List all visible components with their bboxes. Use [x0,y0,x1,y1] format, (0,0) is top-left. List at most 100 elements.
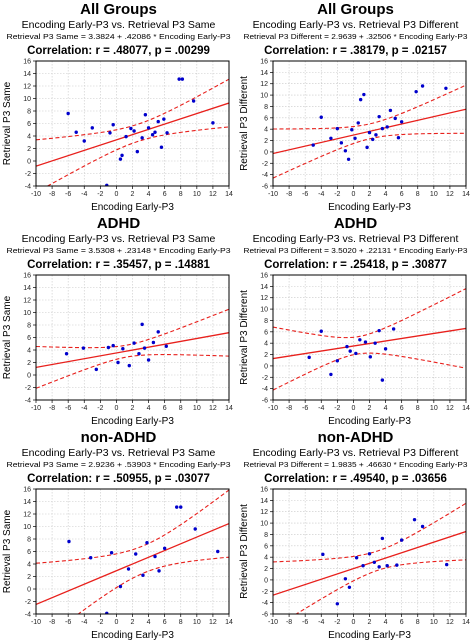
data-point [343,577,348,581]
correlation-label: Correlation: r = .49540, p = .03656 [264,473,447,485]
data-point [361,564,365,568]
confidence-band-lower [273,132,466,179]
y-tick-label: 2 [27,146,31,153]
y-tick-label: 12 [260,295,268,302]
x-tick-label: 0 [114,191,118,198]
x-tick-label: 10 [430,619,438,626]
x-tick-label: 6 [163,619,167,626]
y-tick-label: 4 [27,348,31,355]
chart-panel: All Groups Encoding Early-P3 vs. Retrieva… [237,0,474,213]
y-tick-label: 16 [23,273,31,280]
x-tick-label: 12 [446,619,454,626]
data-point [140,136,144,140]
plot-area [273,61,466,186]
y-tick-label: 10 [260,93,268,100]
data-point [177,77,181,81]
data-point [399,538,404,542]
x-tick-label: 8 [179,619,183,626]
correlation-label: Correlation: r = .35457, p = .14881 [27,259,210,271]
x-tick-label: -4 [318,619,324,626]
data-point [311,143,315,147]
chart-subtitle: Encoding Early-P3 vs. Retrieval P3 Same [22,447,216,459]
data-point [140,322,144,327]
fit-layer [273,288,466,391]
y-tick-label: -6 [262,398,268,405]
x-tick-label: -4 [81,405,87,412]
y-tick-label: 10 [23,96,31,103]
y-tick-label: 4 [264,127,268,134]
chart-subtitle: Encoding Early-P3 vs. Retrieval P3 Diffe… [253,19,459,31]
x-tick-label: 10 [193,191,201,198]
x-axis-label: Encoding Early-P3 [328,630,411,641]
y-tick-label: 6 [27,549,31,556]
y-tick-label: 6 [264,115,268,122]
data-point [354,351,358,356]
x-tick-label: 14 [462,405,470,412]
x-tick-label: 14 [225,405,233,412]
data-point [335,359,340,363]
data-point [157,569,161,573]
x-tick-label: -4 [81,191,87,198]
y-tick-label: -2 [262,589,268,596]
data-point [126,567,131,571]
y-tick-label: -4 [25,398,31,405]
data-point [353,136,357,140]
data-point [365,145,369,150]
chart-panel: All Groups Encoding Early-P3 vs. Retrieva… [0,0,237,213]
plot-frame [35,488,230,615]
fit-layer [36,489,229,614]
fit-layer [36,308,229,389]
x-axis-label: Encoding Early-P3 [91,630,174,641]
data-point [377,565,381,569]
x-tick-label: -2 [334,619,340,626]
data-point [108,131,112,135]
data-point [380,536,385,541]
chart-title: All Groups [317,1,394,18]
y-tick-label: 4 [264,341,268,348]
x-tick-label: 2 [368,191,372,198]
data-point [81,346,86,350]
chart-panel: ADHD Encoding Early-P3 vs. Retrieval P3 D… [237,214,474,427]
x-tick-label: 4 [384,191,388,198]
regression-equation: Retrieval P3 Same = 3.5308 + .23148 * En… [7,246,231,255]
y-tick-label: -6 [262,612,268,619]
data-point [151,340,156,345]
x-tick-label: 14 [225,619,233,626]
y-tick-label: 10 [260,307,268,314]
x-tick-label: 2 [368,619,372,626]
confidence-band-upper [36,78,229,141]
data-point [145,541,149,545]
regression-line [273,530,466,596]
y-tick-label: 0 [264,363,268,370]
x-tick-label: 8 [416,191,420,198]
data-point [329,136,333,140]
y-tick-label: 2 [264,566,268,573]
data-point [319,329,323,333]
x-axis-label: Encoding Early-P3 [328,202,411,213]
data-point [388,108,393,113]
data-point [67,539,71,544]
data-point [88,556,93,560]
data-point [420,524,425,529]
data-point [120,153,124,158]
x-tick-label: -2 [97,619,103,626]
x-tick-label: 2 [131,191,135,198]
data-point [159,145,164,149]
x-tick-label: -2 [97,405,103,412]
data-point [94,367,99,372]
x-tick-label: -2 [334,405,340,412]
data-point [211,121,215,125]
data-point [156,119,160,124]
x-tick-label: -8 [286,405,292,412]
data-point [335,126,340,131]
data-point [109,551,114,555]
x-tick-label: 12 [209,619,217,626]
x-tick-label: -8 [49,191,55,198]
y-tick-label: -4 [262,386,268,393]
chart-subtitle: Encoding Early-P3 vs. Retrieval P3 Same [22,19,216,31]
x-tick-label: 14 [462,191,470,198]
y-tick-label: -4 [25,184,31,191]
x-tick-label: 0 [351,619,355,626]
